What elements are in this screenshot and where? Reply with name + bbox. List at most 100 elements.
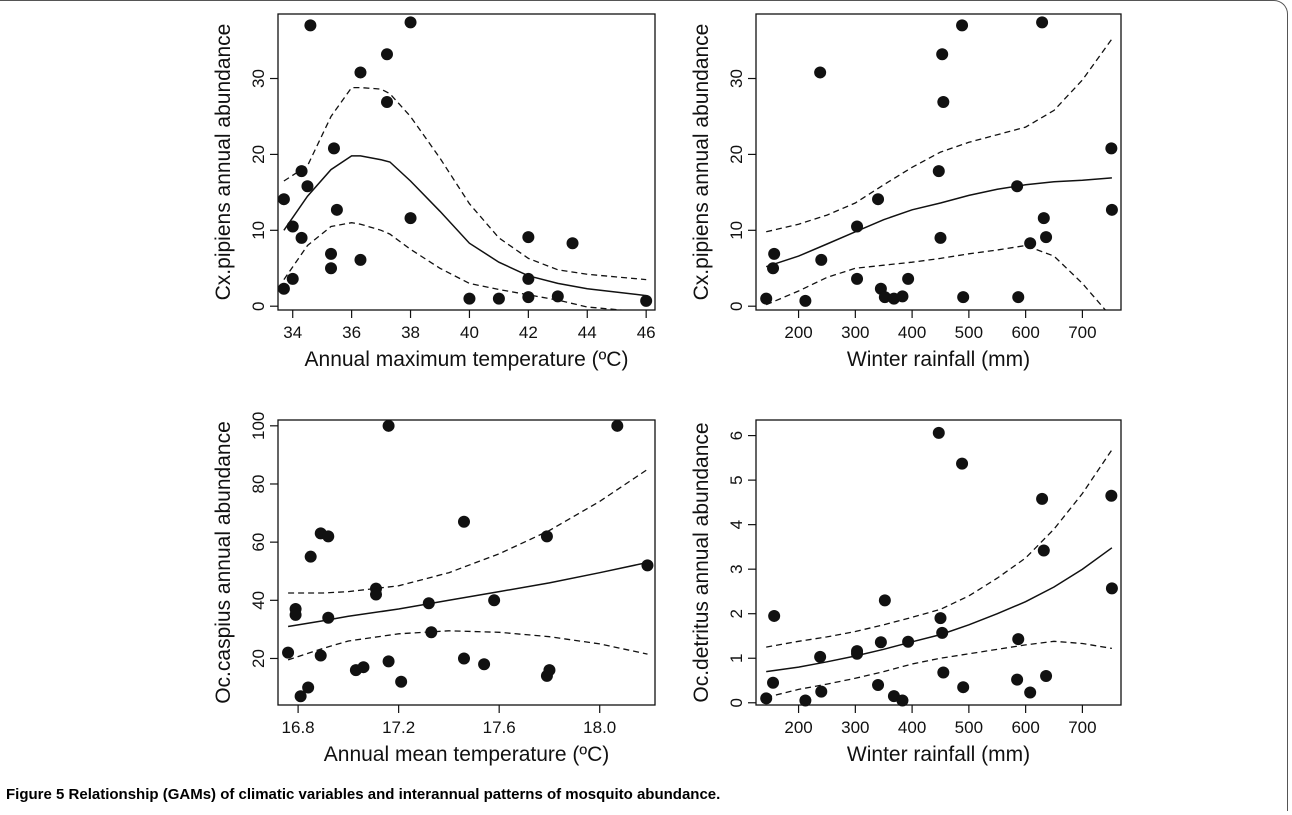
- data-point: [896, 694, 909, 707]
- data-point: [425, 626, 438, 639]
- data-point: [934, 612, 947, 625]
- data-point: [760, 692, 773, 705]
- data-point: [799, 294, 812, 307]
- data-point: [540, 530, 553, 543]
- data-point: [457, 652, 470, 665]
- data-point: [322, 611, 335, 624]
- y-tick-label: 5: [727, 475, 746, 484]
- data-point: [611, 419, 624, 432]
- data-point: [404, 212, 417, 225]
- x-axis-title: Annual maximum temperature (ºC): [305, 348, 629, 371]
- y-tick-label: 0: [249, 301, 268, 310]
- x-tick-label: 16.8: [282, 718, 315, 737]
- data-point: [768, 247, 781, 260]
- data-point: [902, 635, 915, 648]
- plot-frame: [277, 13, 656, 311]
- x-tick-label: 38: [401, 323, 420, 342]
- data-point: [902, 272, 915, 285]
- data-point: [295, 165, 308, 178]
- data-point: [522, 272, 535, 285]
- y-tick-label: 20: [249, 145, 268, 164]
- data-point: [330, 203, 343, 216]
- y-tick-label: 20: [249, 649, 268, 668]
- x-tick-label: 700: [1068, 323, 1096, 342]
- panel-oc-caspius-mean-temp: 16.8 17.2 17.6 18.0 20 40 60 80 100 Annual mean t…: [212, 412, 656, 766]
- y-tick-label: 100: [249, 412, 268, 440]
- x-tick-label: 200: [784, 718, 812, 737]
- data-point: [551, 290, 564, 303]
- x-tick-label: 44: [578, 323, 597, 342]
- x-tick-label: 500: [955, 718, 983, 737]
- data-point: [896, 290, 909, 303]
- x-tick-label: 42: [519, 323, 538, 342]
- plot-frame: [277, 419, 656, 706]
- y-tick-label: 4: [727, 520, 746, 529]
- data-point: [277, 193, 290, 206]
- y-axis-title: Cx.pipiens annual abundance: [690, 24, 713, 301]
- panel-oc-detritus-winter-rain: 200 300 400 500 600 700 0 1 2 3 4 5 6 Winter rainfall…: [690, 419, 1122, 766]
- panel-cx-pipiens-max-temp: 34 36 38 40 42 44 46 0 10 20 30 Annual maximum temp…: [212, 13, 656, 371]
- upper-ci-line: [766, 38, 1113, 233]
- data-point: [640, 294, 653, 307]
- x-tick-label: 46: [637, 323, 656, 342]
- data-point: [1012, 633, 1025, 646]
- x-tick-label: 300: [841, 718, 869, 737]
- x-tick-label: 700: [1068, 718, 1096, 737]
- data-point: [357, 661, 370, 674]
- data-point: [936, 48, 949, 61]
- data-point: [851, 272, 864, 285]
- y-tick-label: 2: [727, 609, 746, 618]
- y-tick-label: 10: [727, 221, 746, 240]
- x-tick-label: 17.6: [483, 718, 516, 737]
- data-point: [566, 237, 579, 250]
- x-tick-label: 40: [460, 323, 479, 342]
- y-tick-label: 60: [249, 533, 268, 552]
- fit-line: [287, 561, 648, 628]
- y-tick-label: 40: [249, 591, 268, 610]
- data-point: [286, 272, 299, 285]
- lower-ci-line: [287, 630, 648, 661]
- y-tick-label: 0: [727, 301, 746, 310]
- data-point: [1024, 237, 1037, 250]
- data-point: [1036, 16, 1049, 29]
- y-tick-label: 30: [249, 69, 268, 88]
- x-tick-label: 34: [283, 323, 302, 342]
- data-point: [767, 676, 780, 689]
- data-point: [382, 655, 395, 668]
- data-point: [872, 678, 885, 691]
- data-point: [1024, 686, 1037, 699]
- data-point: [815, 253, 828, 266]
- data-point: [1105, 582, 1118, 595]
- x-tick-label: 200: [784, 323, 812, 342]
- data-point: [1037, 212, 1050, 225]
- x-tick-label: 18.0: [583, 718, 616, 737]
- y-tick-label: 30: [727, 69, 746, 88]
- data-point: [1012, 291, 1025, 304]
- data-point: [956, 19, 969, 32]
- data-point: [286, 220, 299, 233]
- fit-line: [765, 177, 1112, 268]
- data-point: [767, 262, 780, 275]
- data-point: [301, 180, 314, 193]
- data-point: [937, 666, 950, 679]
- data-point: [1105, 142, 1118, 155]
- data-point: [304, 19, 317, 32]
- data-point: [814, 650, 827, 663]
- x-axis-title: Annual mean temperature (ºC): [324, 743, 609, 766]
- data-point: [522, 231, 535, 244]
- caption-text: Relationship (GAMs) of climatic variable…: [68, 786, 721, 803]
- data-point: [814, 66, 827, 79]
- y-tick-label: 10: [249, 221, 268, 240]
- x-axis-title: Winter rainfall (mm): [847, 743, 1030, 766]
- upper-ci-line: [288, 468, 648, 594]
- data-point: [289, 608, 302, 621]
- panel-cx-pipiens-winter-rain: 200 300 400 500 600 700 0 10 20 30 Winter rainfall…: [690, 13, 1122, 371]
- data-point: [932, 165, 945, 178]
- data-point: [488, 594, 501, 607]
- x-tick-label: 36: [342, 323, 361, 342]
- data-point: [851, 645, 864, 658]
- data-point: [956, 457, 969, 470]
- y-tick-label: 0: [727, 698, 746, 707]
- data-point: [543, 664, 556, 677]
